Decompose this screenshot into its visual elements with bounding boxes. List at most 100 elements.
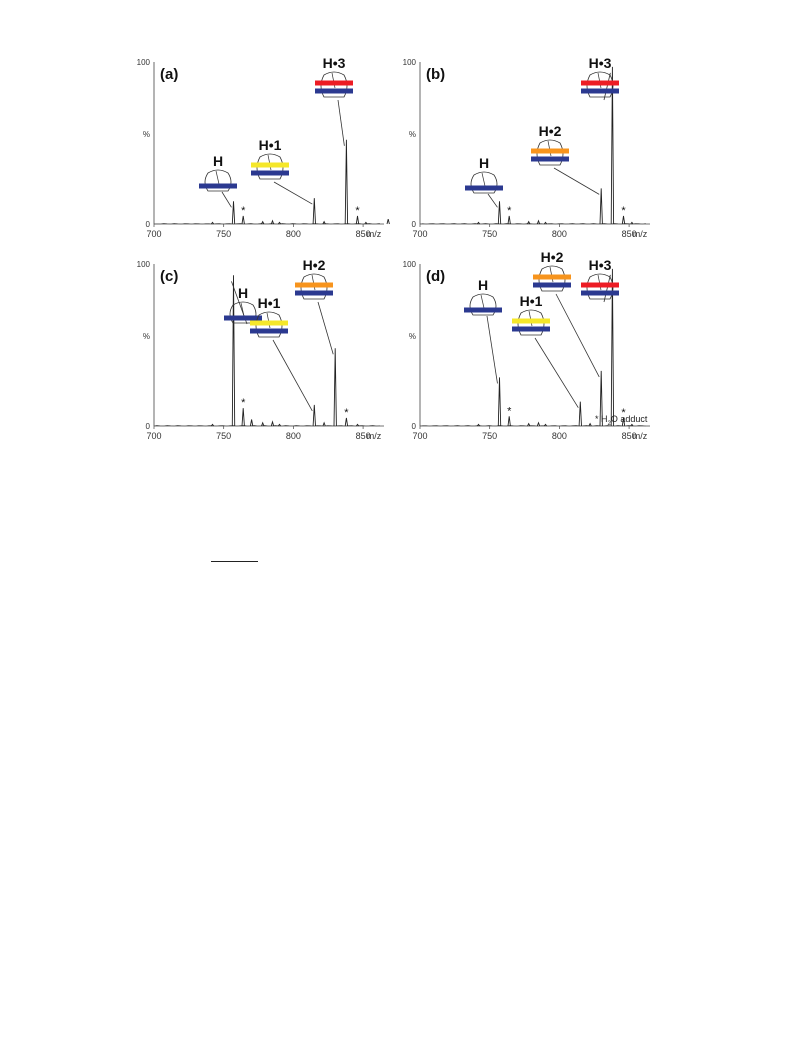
host-ring-outline xyxy=(255,311,283,338)
species-label: H•1 xyxy=(259,137,282,153)
orange-guest-bar xyxy=(531,148,569,154)
spectrum-peak xyxy=(364,221,368,225)
host-ring-detail xyxy=(481,172,486,187)
species-label: H xyxy=(478,277,488,293)
yellow-guest-bar xyxy=(250,320,288,326)
spectrum-peak xyxy=(599,370,603,427)
panel-letter: (a) xyxy=(160,66,178,83)
blue-guest-bar xyxy=(581,88,619,94)
host-ring-outline xyxy=(586,71,614,98)
x-tick-label: 750 xyxy=(216,229,231,239)
x-tick-label: 750 xyxy=(216,431,231,441)
spectrum-peak xyxy=(507,416,511,427)
species-label: H xyxy=(238,285,248,301)
red-guest-bar xyxy=(581,282,619,288)
host-ring-outline xyxy=(586,273,614,300)
species-label: H•2 xyxy=(539,123,562,139)
spectrum-peak xyxy=(231,275,236,427)
adduct-star: * xyxy=(507,205,512,217)
host-ring-outline xyxy=(538,265,566,292)
spectrum-peak xyxy=(241,215,245,225)
leader-line xyxy=(603,274,611,303)
blue-guest-bar xyxy=(581,290,619,296)
adduct-star: * xyxy=(241,397,246,409)
orange-guest-bar xyxy=(295,282,333,288)
spectrum-peak xyxy=(578,401,582,427)
y-tick-label: 100 xyxy=(137,260,151,269)
species-annotation: H•3 xyxy=(581,55,619,101)
spectrum-peak xyxy=(249,419,254,427)
host-ring-outline xyxy=(320,71,348,98)
y-tick-label: % xyxy=(143,332,150,341)
x-tick-label: 800 xyxy=(552,229,567,239)
leader-line xyxy=(553,167,600,195)
panel-letter: (c) xyxy=(160,268,178,285)
species-label: H•2 xyxy=(303,257,326,273)
x-unit-label: m/z xyxy=(367,431,382,441)
species-label: H xyxy=(479,155,489,171)
footnote-text: * H2O adduct xyxy=(595,414,648,427)
host-ring-outline xyxy=(204,169,232,192)
spectrum-peak xyxy=(610,268,615,427)
panel-letter: (b) xyxy=(426,66,445,83)
spectrum-peak xyxy=(527,422,531,427)
species-annotation: H xyxy=(199,153,237,208)
y-tick-label: 100 xyxy=(137,58,151,67)
species-annotation: H•2 xyxy=(531,123,600,195)
species-label: H•3 xyxy=(589,55,612,71)
species-annotation: H•1 xyxy=(512,293,579,408)
leader-line xyxy=(603,72,611,101)
adduct-star: * xyxy=(241,205,246,217)
spectrum-peak xyxy=(333,348,337,427)
blue-guest-bar xyxy=(464,307,502,313)
spectrum-peak xyxy=(476,423,481,427)
yellow-guest-bar xyxy=(512,318,550,324)
blue-guest-bar xyxy=(533,282,571,288)
species-label: H•3 xyxy=(323,55,346,71)
spectrum-peak xyxy=(497,377,502,427)
spectrum-peak xyxy=(621,417,626,427)
orange-guest-bar xyxy=(533,274,571,280)
panel-letter: (d) xyxy=(426,268,445,285)
spectrum-peak xyxy=(322,421,326,427)
spectrum-peak xyxy=(497,201,502,225)
host-ring-detail xyxy=(240,302,245,317)
leader-line xyxy=(317,301,334,355)
x-tick-label: 850 xyxy=(622,431,637,441)
spectrum-peak xyxy=(599,188,603,225)
host-ring-outline xyxy=(300,273,328,300)
spectrum-peak xyxy=(312,404,316,427)
blue-guest-bar xyxy=(295,290,333,296)
x-tick-label: 700 xyxy=(146,431,161,441)
spectrum-peak xyxy=(386,218,390,225)
spectrum-peak xyxy=(231,201,236,225)
x-tick-label: 800 xyxy=(552,431,567,441)
host-ring-outline xyxy=(469,293,497,316)
spectrum-peak xyxy=(588,422,592,427)
host-ring-detail xyxy=(215,170,220,185)
species-annotation: H•2 xyxy=(295,257,334,355)
spectrum-peak xyxy=(344,139,349,225)
blue-guest-bar xyxy=(250,328,288,334)
species-label: H•1 xyxy=(258,295,281,311)
leader-line xyxy=(555,293,600,378)
species-label: H•3 xyxy=(589,257,612,273)
y-tick-label: 100 xyxy=(403,260,417,269)
spectrum-peak xyxy=(476,221,481,225)
host-ring-outline xyxy=(229,301,257,324)
species-annotation: H•1 xyxy=(250,295,313,412)
spectrum-peak xyxy=(536,219,541,225)
spectrum-peak xyxy=(261,220,265,225)
host-ring-outline xyxy=(256,153,284,180)
x-tick-label: 700 xyxy=(412,431,427,441)
adduct-star: * xyxy=(621,407,626,419)
baseline-trace xyxy=(153,222,380,225)
host-ring-detail xyxy=(480,294,485,309)
y-tick-label: 0 xyxy=(412,220,417,229)
adduct-star: * xyxy=(621,205,626,217)
y-tick-label: 0 xyxy=(412,422,417,431)
spectrum-peak xyxy=(261,421,265,427)
y-tick-label: 0 xyxy=(146,220,151,229)
